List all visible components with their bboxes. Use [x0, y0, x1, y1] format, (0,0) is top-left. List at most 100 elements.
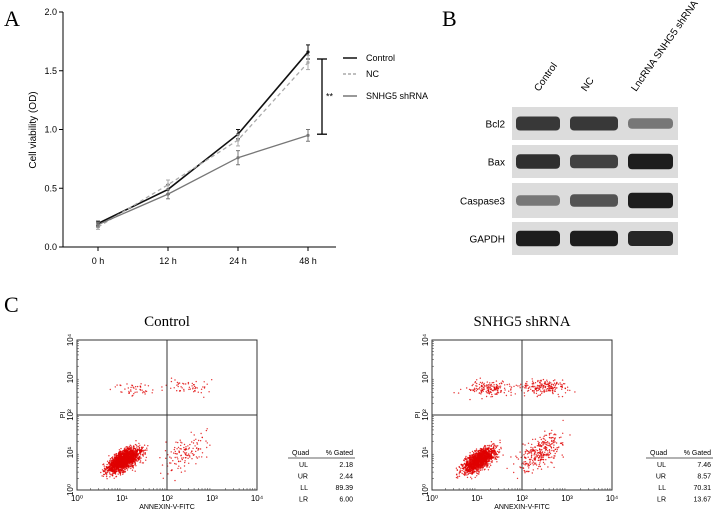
cell-event	[130, 450, 132, 452]
cell-event	[524, 456, 526, 458]
quadrant-value: 89.39	[335, 485, 353, 492]
cell-event	[490, 464, 492, 467]
cell-event	[499, 451, 501, 453]
significance-marker: **	[326, 92, 334, 102]
cell-event	[523, 392, 525, 394]
quadrant-value: 13.67	[693, 497, 711, 504]
cell-event	[489, 382, 491, 384]
cell-event	[489, 456, 492, 458]
cell-event	[540, 445, 543, 448]
cell-event	[553, 450, 555, 452]
cell-event	[554, 452, 556, 455]
cell-event	[196, 457, 199, 459]
cell-event	[524, 470, 526, 472]
cell-event	[129, 448, 131, 451]
cell-event	[546, 453, 548, 455]
cell-event	[184, 452, 186, 454]
cell-event	[481, 469, 483, 471]
cell-event	[113, 455, 116, 457]
cell-event	[534, 387, 536, 389]
cell-event	[492, 385, 494, 387]
cell-event	[490, 385, 493, 387]
cell-event	[198, 456, 200, 458]
cell-event	[202, 386, 204, 388]
cell-event	[476, 475, 478, 477]
cell-event	[129, 461, 132, 464]
cell-event	[186, 454, 188, 457]
cell-event	[550, 382, 552, 384]
cell-event	[561, 454, 563, 456]
cell-event	[114, 464, 117, 467]
cell-event	[562, 444, 564, 446]
cell-event	[125, 451, 128, 454]
cell-event	[482, 448, 485, 450]
cell-event	[111, 466, 113, 468]
cell-event	[128, 461, 130, 463]
cell-event	[467, 463, 470, 466]
cell-event	[498, 456, 500, 458]
cell-event	[562, 456, 564, 458]
cell-event	[543, 391, 545, 393]
cell-event	[180, 471, 183, 473]
cell-event	[183, 388, 185, 391]
cell-event	[471, 478, 473, 480]
cell-event	[459, 469, 461, 471]
cell-event	[184, 461, 186, 464]
cell-event	[495, 388, 497, 391]
cell-event	[544, 451, 546, 453]
cell-event	[129, 444, 131, 446]
cell-event	[138, 458, 140, 461]
cell-event	[506, 383, 508, 386]
cell-event	[151, 392, 153, 394]
cell-event	[141, 462, 143, 464]
protein-band	[516, 230, 560, 247]
cell-event	[128, 392, 130, 394]
cell-event	[539, 390, 542, 392]
cell-event	[480, 463, 482, 465]
cell-event	[142, 449, 145, 452]
cell-event	[496, 455, 498, 458]
cell-event	[503, 392, 505, 394]
cell-event	[121, 455, 124, 458]
cell-event	[478, 458, 481, 461]
cell-event	[173, 387, 175, 389]
cell-event	[188, 453, 190, 455]
cell-event	[476, 455, 479, 458]
cell-event	[170, 377, 173, 379]
data-point	[236, 156, 240, 160]
cell-event	[529, 450, 532, 452]
cell-event	[183, 390, 185, 392]
cell-event	[468, 468, 470, 470]
cell-event	[490, 391, 492, 394]
cell-event	[109, 458, 112, 460]
cell-event	[538, 452, 540, 454]
cell-event	[484, 457, 486, 460]
cell-event	[455, 476, 458, 479]
cell-event	[542, 456, 544, 459]
cell-event	[118, 453, 121, 455]
cell-event	[543, 442, 545, 444]
cell-event	[126, 454, 129, 456]
cell-event	[477, 388, 479, 390]
cell-event	[103, 463, 105, 465]
cell-event	[555, 434, 557, 436]
cell-event	[464, 473, 467, 475]
cell-event	[120, 456, 123, 459]
cell-event	[542, 444, 544, 446]
cell-event	[493, 455, 495, 457]
cell-event	[190, 431, 192, 433]
cell-event	[553, 455, 555, 457]
cell-event	[197, 448, 200, 450]
cell-event	[130, 390, 132, 392]
cell-event	[127, 463, 129, 465]
quadrant-name: UL	[299, 462, 308, 469]
cell-event	[472, 455, 474, 457]
cell-event	[473, 452, 475, 455]
cell-event	[543, 438, 545, 440]
cell-event	[138, 442, 140, 445]
cell-event	[556, 387, 558, 389]
cell-event	[127, 387, 129, 389]
cell-event	[119, 469, 122, 471]
cell-event	[126, 383, 128, 385]
cell-event	[144, 391, 146, 393]
